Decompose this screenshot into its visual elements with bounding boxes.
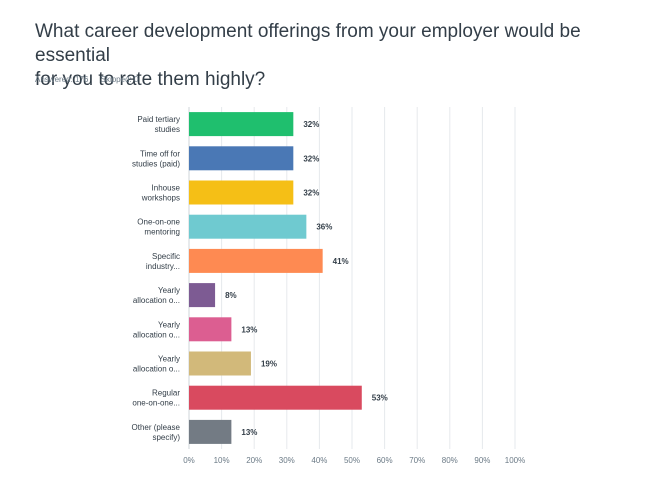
x-tick-label: 100% <box>505 456 525 465</box>
x-tick-label: 50% <box>344 456 360 465</box>
category-label-line: Yearly <box>158 320 180 329</box>
category-label: Yearly allocation o... <box>133 320 180 339</box>
bar[interactable] <box>189 146 294 171</box>
category-label-line: Time off for <box>140 149 180 158</box>
category-label-line: industry... <box>146 262 180 271</box>
category-label-line: allocation o... <box>133 330 180 339</box>
category-label-line: workshops <box>141 194 180 203</box>
value-label: 36% <box>316 223 332 232</box>
x-tick-label: 0% <box>183 456 195 465</box>
bar[interactable] <box>189 385 362 410</box>
value-label: 13% <box>241 325 257 334</box>
category-label: Time off for studies (paid) <box>132 149 180 168</box>
bar[interactable] <box>189 214 307 239</box>
bar[interactable] <box>189 351 251 376</box>
value-label: 8% <box>225 291 237 300</box>
category-label: One-on-one mentoring <box>137 218 180 237</box>
x-tick-label: 70% <box>409 456 425 465</box>
x-tick-label: 90% <box>474 456 490 465</box>
value-label: 32% <box>303 154 319 163</box>
category-label-line: Specific <box>152 252 180 261</box>
question-title: What career development offerings from y… <box>35 20 645 92</box>
labels: 0% 10% 20% 30% 40% 50% 60% 70% 80% 90% 100% 32% Paid… <box>132 115 526 465</box>
value-label: 53% <box>372 394 388 403</box>
bars <box>189 112 362 444</box>
category-label: Inhouse workshops <box>141 184 181 203</box>
category-label: Other (please specify) <box>132 423 181 442</box>
category-label-line: Inhouse <box>152 184 181 193</box>
question-line-2: for you to rate them highly? <box>35 69 266 90</box>
bar[interactable] <box>189 283 216 308</box>
value-label: 32% <box>303 189 319 198</box>
value-label: 13% <box>241 428 257 437</box>
response-stats: Answered: 176 Skipped: 0 <box>35 75 148 84</box>
category-label-line: one-on-one... <box>132 399 180 408</box>
category-label-line: allocation o... <box>133 365 180 374</box>
answered-count: Answered: 176 <box>35 75 89 84</box>
x-tick-label: 80% <box>442 456 458 465</box>
category-label-line: studies (paid) <box>132 159 180 168</box>
category-label-line: Yearly <box>158 286 180 295</box>
category-label: Paid tertiary studies <box>137 115 180 134</box>
skipped-count: Skipped: 0 <box>100 75 139 84</box>
bar[interactable] <box>189 248 323 273</box>
category-label-line: allocation o... <box>133 296 180 305</box>
category-label-line: mentoring <box>144 228 180 237</box>
x-tick-label: 40% <box>311 456 327 465</box>
category-label: Specific industry... <box>146 252 180 271</box>
bar[interactable] <box>189 112 294 137</box>
category-label: Yearly allocation o... <box>133 286 180 305</box>
x-tick-label: 60% <box>377 456 393 465</box>
value-label: 19% <box>261 360 277 369</box>
category-label: Yearly allocation o... <box>133 355 180 374</box>
x-tick-label: 20% <box>246 456 262 465</box>
bar[interactable] <box>189 180 294 205</box>
question-line-1: What career development offerings from y… <box>35 21 581 66</box>
bar[interactable] <box>189 419 232 444</box>
x-tick-label: 10% <box>214 456 230 465</box>
category-label-line: specify) <box>152 433 180 442</box>
category-label-line: One-on-one <box>137 218 180 227</box>
category-label-line: studies <box>155 125 180 134</box>
category-label-line: Regular <box>152 389 180 398</box>
category-label: Regular one-on-one... <box>132 389 180 408</box>
value-label: 41% <box>333 257 349 266</box>
bar[interactable] <box>189 317 232 342</box>
gridlines <box>188 107 516 449</box>
x-tick-label: 30% <box>279 456 295 465</box>
category-label-line: Paid tertiary <box>137 115 180 124</box>
category-label-line: Yearly <box>158 355 180 364</box>
value-label: 32% <box>303 120 319 129</box>
category-label-line: Other (please <box>132 423 181 432</box>
